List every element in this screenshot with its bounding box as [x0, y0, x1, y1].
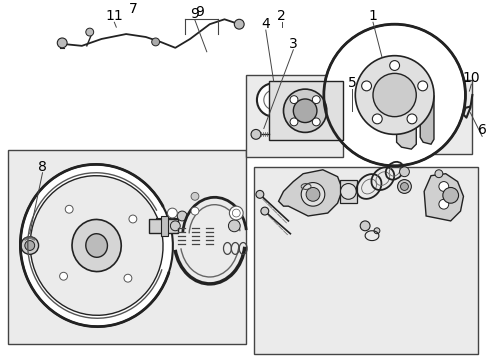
Circle shape	[85, 28, 94, 36]
Circle shape	[389, 60, 399, 71]
Text: 10: 10	[462, 71, 479, 85]
Text: 8: 8	[38, 160, 47, 174]
Circle shape	[65, 205, 73, 213]
Circle shape	[323, 24, 465, 166]
Circle shape	[361, 81, 371, 91]
Circle shape	[229, 206, 243, 220]
Circle shape	[170, 221, 180, 231]
Circle shape	[360, 221, 369, 231]
Text: 9: 9	[190, 7, 199, 21]
Bar	[339, 180, 357, 203]
Circle shape	[191, 192, 199, 200]
Circle shape	[264, 90, 283, 110]
Text: 5: 5	[347, 76, 356, 90]
Circle shape	[399, 167, 408, 177]
Bar	[253, 167, 477, 354]
Circle shape	[191, 207, 199, 215]
Polygon shape	[423, 174, 463, 221]
Circle shape	[177, 211, 187, 221]
Circle shape	[25, 240, 35, 251]
Circle shape	[255, 190, 264, 198]
Circle shape	[129, 215, 137, 223]
Bar	[390, 80, 471, 154]
Polygon shape	[396, 86, 415, 149]
Circle shape	[289, 96, 297, 104]
Circle shape	[340, 184, 356, 199]
Circle shape	[301, 183, 324, 206]
Circle shape	[260, 207, 268, 215]
Circle shape	[438, 181, 448, 192]
Circle shape	[406, 114, 416, 124]
Ellipse shape	[85, 234, 107, 257]
Circle shape	[167, 208, 177, 218]
Text: 9: 9	[195, 5, 204, 19]
Circle shape	[434, 170, 442, 177]
Ellipse shape	[20, 165, 173, 327]
Circle shape	[312, 118, 320, 126]
Text: 2: 2	[277, 9, 285, 23]
Polygon shape	[278, 170, 342, 216]
Ellipse shape	[72, 220, 121, 271]
Circle shape	[417, 81, 427, 91]
Circle shape	[400, 183, 407, 190]
Text: 6: 6	[477, 123, 486, 138]
Circle shape	[228, 220, 240, 232]
Bar	[268, 81, 342, 140]
Circle shape	[312, 96, 320, 104]
Bar	[160, 216, 168, 236]
Polygon shape	[419, 89, 433, 144]
Circle shape	[60, 272, 67, 280]
Bar	[245, 75, 343, 157]
Circle shape	[256, 83, 290, 117]
Circle shape	[372, 114, 382, 124]
Circle shape	[57, 38, 67, 48]
Circle shape	[397, 180, 410, 193]
Circle shape	[442, 188, 458, 203]
Circle shape	[355, 56, 433, 134]
Circle shape	[293, 99, 316, 122]
Bar	[8, 150, 245, 344]
Circle shape	[438, 199, 448, 209]
Circle shape	[232, 209, 240, 217]
Text: 1: 1	[368, 9, 377, 23]
Circle shape	[21, 237, 39, 255]
Bar	[148, 219, 178, 233]
Circle shape	[373, 228, 379, 234]
Circle shape	[234, 19, 244, 29]
Circle shape	[305, 188, 319, 201]
Circle shape	[372, 73, 415, 117]
Circle shape	[283, 89, 326, 132]
Text: 11: 11	[105, 9, 123, 23]
Circle shape	[289, 118, 297, 126]
Ellipse shape	[30, 176, 163, 315]
Circle shape	[250, 130, 260, 139]
Circle shape	[124, 274, 132, 282]
Text: 7: 7	[128, 3, 137, 17]
Text: 3: 3	[288, 37, 297, 51]
Text: 4: 4	[261, 17, 269, 31]
Circle shape	[151, 38, 159, 46]
